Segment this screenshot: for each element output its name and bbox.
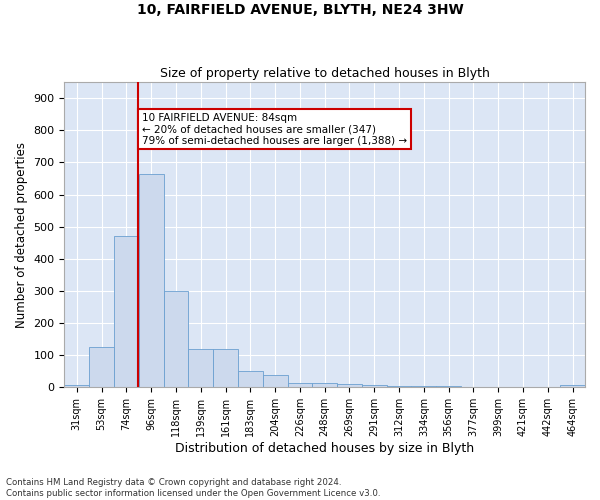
Bar [287, 382, 313, 388]
Bar [64, 385, 89, 388]
Bar [337, 384, 362, 388]
Bar [114, 236, 139, 388]
Text: 10 FAIRFIELD AVENUE: 84sqm
← 20% of detached houses are smaller (347)
79% of sem: 10 FAIRFIELD AVENUE: 84sqm ← 20% of deta… [142, 112, 407, 146]
Bar [313, 384, 337, 388]
Bar [386, 386, 412, 388]
Bar [560, 385, 585, 388]
Title: Size of property relative to detached houses in Blyth: Size of property relative to detached ho… [160, 66, 490, 80]
Bar [436, 386, 461, 388]
Bar [213, 349, 238, 388]
Bar [362, 385, 386, 388]
Bar [164, 291, 188, 388]
Bar [139, 174, 164, 388]
Text: Contains HM Land Registry data © Crown copyright and database right 2024.
Contai: Contains HM Land Registry data © Crown c… [6, 478, 380, 498]
Bar [263, 375, 287, 388]
Bar [89, 347, 114, 388]
Bar [238, 372, 263, 388]
Y-axis label: Number of detached properties: Number of detached properties [15, 142, 28, 328]
Bar [188, 349, 213, 388]
Bar [461, 386, 486, 388]
X-axis label: Distribution of detached houses by size in Blyth: Distribution of detached houses by size … [175, 442, 474, 455]
Bar [412, 386, 436, 388]
Text: 10, FAIRFIELD AVENUE, BLYTH, NE24 3HW: 10, FAIRFIELD AVENUE, BLYTH, NE24 3HW [137, 2, 463, 16]
